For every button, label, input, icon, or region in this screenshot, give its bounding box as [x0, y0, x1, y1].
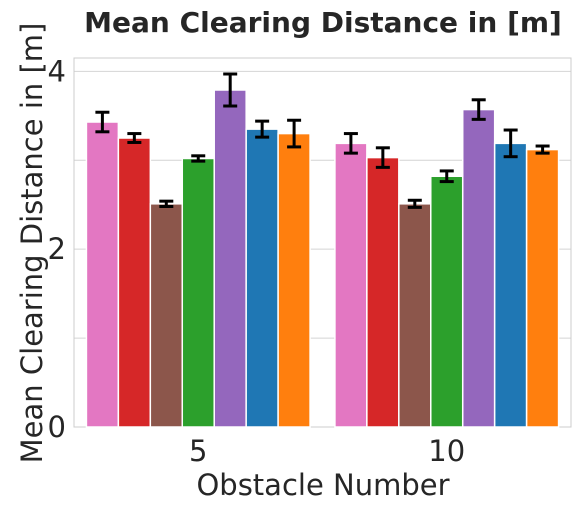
x-tick-label: 5	[189, 434, 207, 468]
bar	[181, 157, 215, 428]
y-tick-label: 2	[48, 232, 66, 266]
y-tick-label: 0	[48, 410, 66, 444]
bar	[493, 142, 528, 428]
bar	[245, 128, 279, 428]
bar	[117, 137, 152, 428]
bar	[149, 203, 184, 428]
bar	[334, 142, 368, 428]
bar	[85, 121, 120, 428]
chart-title: Mean Clearing Distance in [m]	[84, 6, 562, 39]
bar	[430, 175, 464, 428]
y-tick-label: 4	[48, 54, 66, 88]
bar	[277, 132, 311, 428]
bar	[213, 89, 247, 428]
bar	[398, 203, 432, 428]
bar	[366, 156, 400, 428]
x-axis-label: Obstacle Number	[196, 468, 449, 502]
x-tick-labels: 5 10	[189, 434, 465, 468]
x-tick-label: 10	[428, 434, 465, 468]
error-bars	[95, 72, 550, 209]
plot-frame	[73, 57, 572, 428]
y-tick-labels: 0 2 4	[48, 54, 66, 444]
bars	[85, 89, 560, 428]
y-axis-label: Mean Clearing Distance in [m]	[15, 23, 49, 464]
bar	[525, 148, 560, 428]
bar	[461, 108, 496, 428]
